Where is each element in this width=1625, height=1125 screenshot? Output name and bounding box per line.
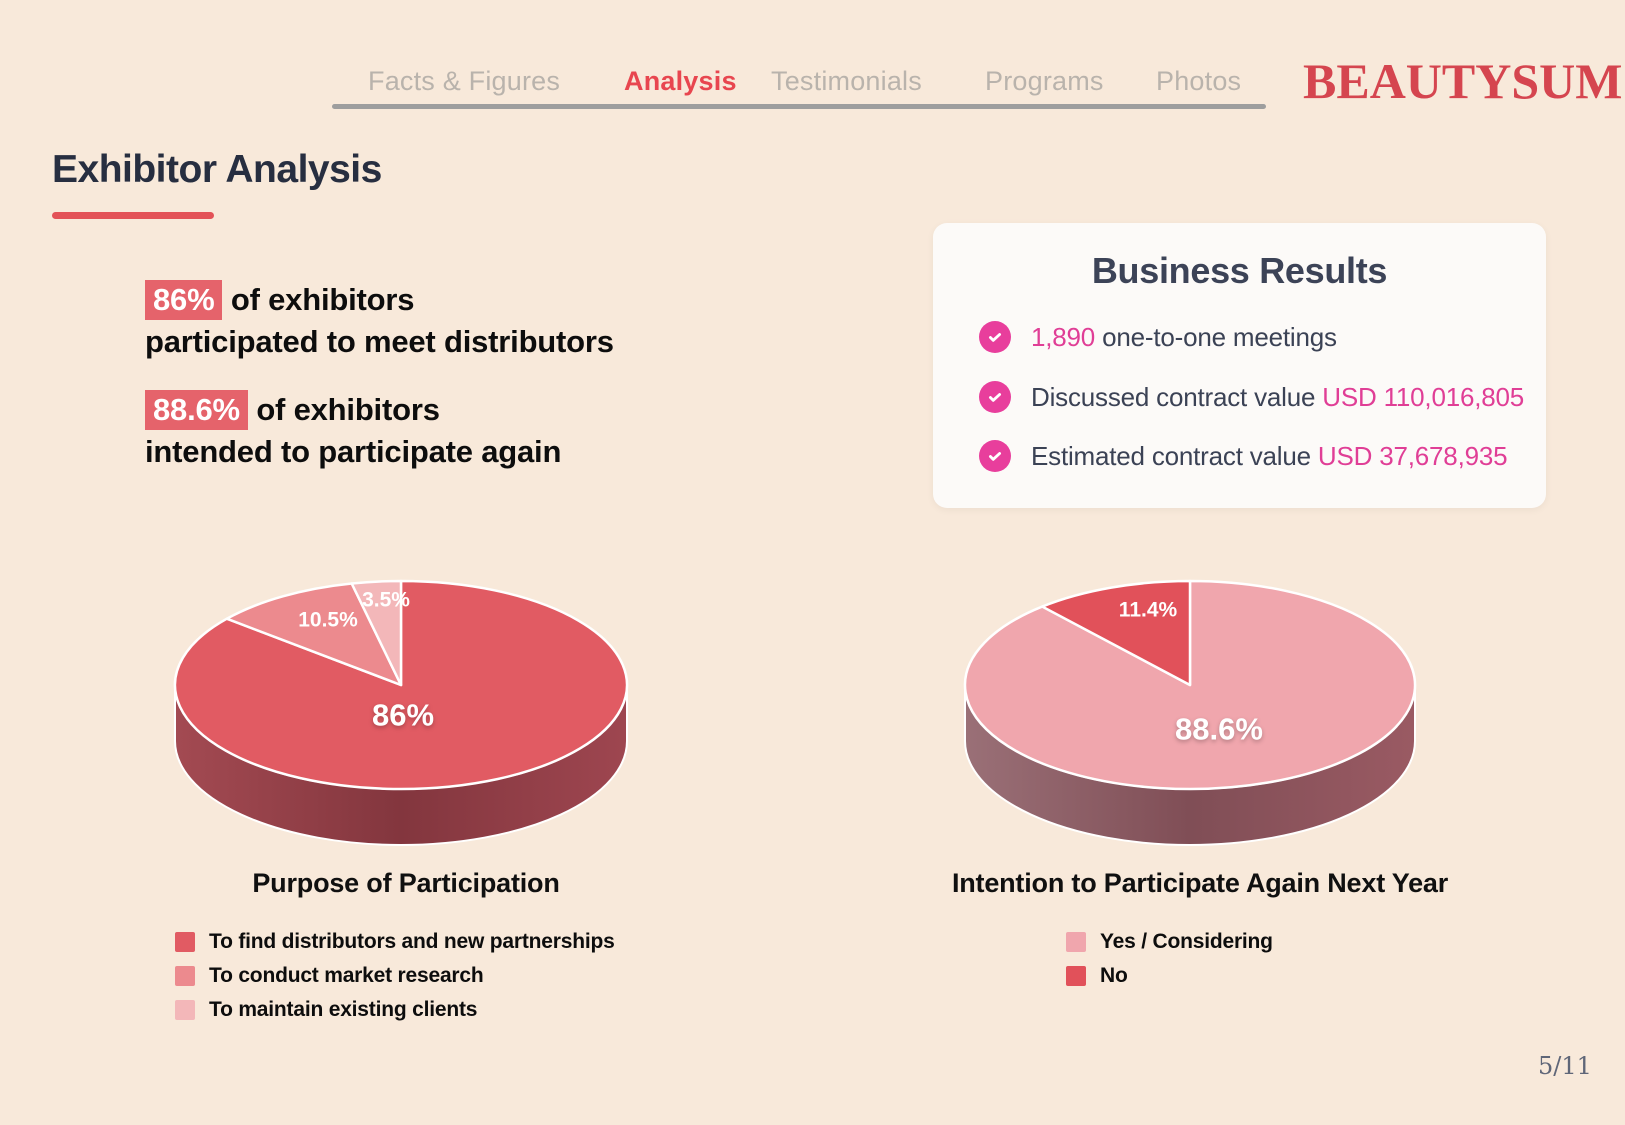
legend-label: To conduct market research — [209, 963, 484, 987]
business-result-item: Estimated contract value USD 37,678,935 — [979, 440, 1508, 472]
check-icon — [979, 381, 1011, 413]
business-result-item: 1,890 one-to-one meetings — [979, 321, 1337, 353]
stat-line1-text: of exhibitors — [222, 282, 415, 317]
legend-label: To find distributors and new partnership… — [209, 929, 615, 953]
pie-slice — [225, 582, 403, 687]
brand-logo: BEAUTYSUM — [1303, 53, 1623, 109]
business-results-title: Business Results — [1091, 250, 1388, 291]
chart-title-intention: Intention to Participate Again Next Year — [951, 868, 1449, 898]
nav-tab-analysis[interactable]: Analysis — [624, 66, 737, 96]
nav-tab-photos[interactable]: Photos — [1156, 66, 1242, 96]
legend-item: No — [1066, 963, 1273, 987]
nav-tab-testimonials[interactable]: Testimonials — [771, 66, 922, 96]
legend-swatch — [175, 965, 195, 986]
pie-value-label: 88.6% — [1175, 712, 1263, 747]
title-underline — [52, 212, 214, 219]
nav-tab-facts-figures[interactable]: Facts & Figures — [368, 66, 561, 96]
legend-item: To conduct market research — [175, 963, 615, 987]
legend-intention: Yes / Considering No — [1066, 929, 1273, 999]
page-number: 5/11 — [1538, 1052, 1592, 1080]
check-icon — [979, 321, 1011, 353]
legend-label: No — [1100, 963, 1128, 987]
legend-item: Yes / Considering — [1066, 929, 1273, 953]
page-title: Exhibitor Analysis — [52, 148, 382, 191]
legend-purpose: To find distributors and new partnership… — [175, 929, 615, 1033]
legend-label: Yes / Considering — [1100, 929, 1273, 953]
business-result-text: Discussed contract value USD 110,016,805 — [1031, 381, 1525, 412]
stat-line2-text: intended to participate again — [145, 434, 562, 469]
stat-line1-text: of exhibitors — [247, 392, 440, 427]
legend-item: To find distributors and new partnership… — [175, 929, 615, 953]
legend-swatch — [175, 999, 195, 1020]
business-result-text: 1,890 one-to-one meetings — [1031, 321, 1337, 352]
stat-line2-text: participated to meet distributors — [145, 324, 614, 359]
pie-value-label: 11.4% — [1119, 599, 1178, 622]
legend-swatch — [1066, 931, 1086, 952]
pie-value-label: 86% — [372, 698, 434, 733]
nav-divider — [332, 104, 1266, 109]
stat-value-highlight: 86% — [145, 280, 223, 320]
legend-swatch — [175, 931, 195, 952]
chart-title-purpose: Purpose of Participation — [252, 868, 560, 898]
business-result-item: Discussed contract value USD 110,016,805 — [979, 381, 1524, 413]
nav-tab-programs[interactable]: Programs — [985, 66, 1104, 96]
legend-swatch — [1066, 965, 1086, 986]
stat-value-highlight: 88.6% — [145, 390, 248, 430]
pie-slice — [1041, 579, 1192, 687]
pie-value-label: 3.5% — [362, 589, 410, 612]
legend-item: To maintain existing clients — [175, 997, 615, 1021]
business-result-text: Estimated contract value USD 37,678,935 — [1031, 440, 1508, 471]
pie-value-label: 10.5% — [298, 609, 358, 632]
pie-slice — [350, 579, 403, 687]
stat-block-participate-again: 88.6% of exhibitors intended to particip… — [145, 389, 561, 473]
business-results-card: Business Results 1,890 one-to-one meetin… — [933, 223, 1546, 508]
stat-block-meet-distributors: 86% of exhibitors participated to meet d… — [145, 279, 614, 363]
legend-label: To maintain existing clients — [209, 997, 478, 1021]
check-icon — [979, 440, 1011, 472]
